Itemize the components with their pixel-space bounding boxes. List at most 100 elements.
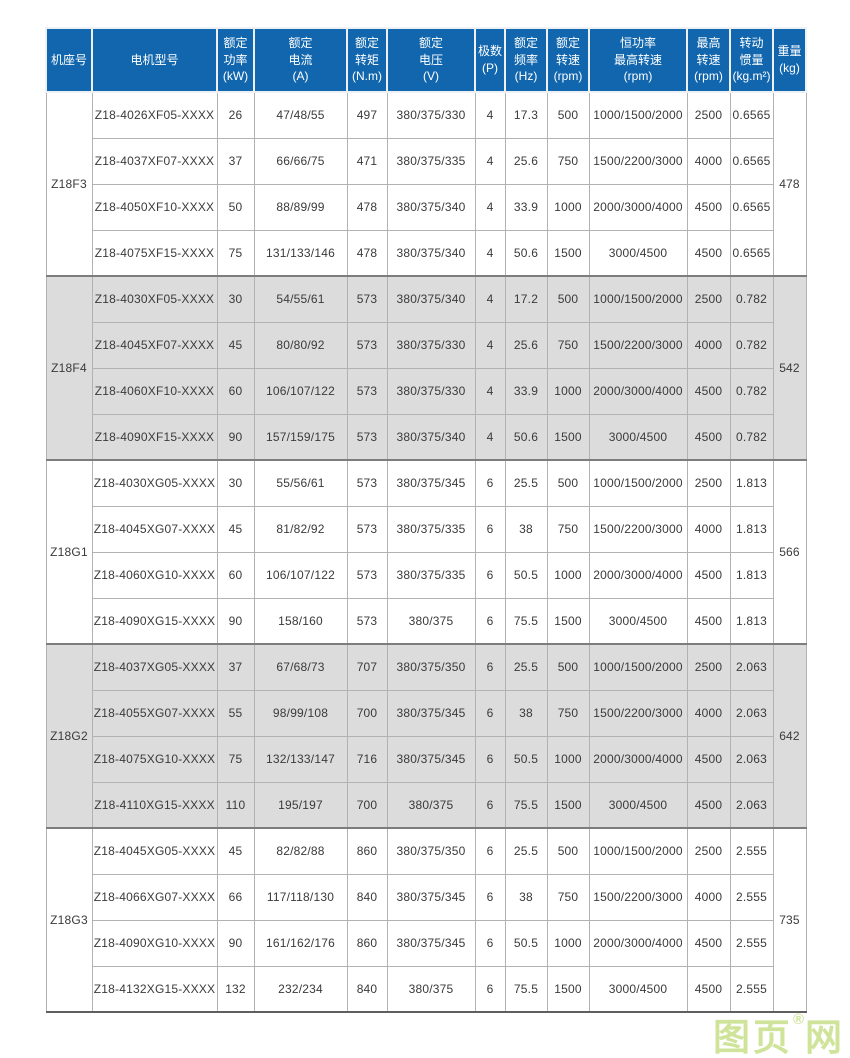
weight-cell: 478: [772, 91, 807, 277]
cell: 573: [346, 275, 388, 323]
cell: 2.063: [729, 781, 774, 829]
table-row: Z18-4045XF07-XXXX 45 80/80/92 573 380/37…: [46, 321, 806, 369]
model-cell: Z18-4075XG10-XXXX: [91, 735, 218, 783]
cell: 1.813: [729, 505, 774, 553]
cell: 37: [216, 643, 255, 691]
cell: 2.063: [729, 735, 774, 783]
cell: 54/55/61: [253, 275, 348, 323]
cell: 26: [216, 91, 255, 139]
cell: 4500: [686, 367, 731, 415]
cell: 4: [474, 275, 506, 323]
table-row: Z18-4037XF07-XXXX 37 66/66/75 471 380/37…: [46, 137, 806, 185]
model-cell: Z18-4132XG15-XXXX: [91, 965, 218, 1013]
cell: 0.6565: [729, 91, 774, 139]
cell: 750: [546, 137, 590, 185]
cell: 50.5: [504, 551, 548, 599]
cell: 4500: [686, 551, 731, 599]
motor-spec-table-container: 机座号 电机型号 额定 功率 (kW) 额定 电流 (A) 额定 转矩 (N.m…: [45, 27, 807, 1013]
weight-cell: 735: [772, 827, 807, 1013]
cell: 0.782: [729, 367, 774, 415]
cell: 0.6565: [729, 183, 774, 231]
cell: 4: [474, 229, 506, 277]
cell: 80/80/92: [253, 321, 348, 369]
watermark-text-left: 图页: [712, 1017, 793, 1058]
cell: 17.3: [504, 91, 548, 139]
table-row: Z18G1 Z18-4030XG05-XXXX 30 55/56/61 573 …: [45, 459, 807, 645]
table-row: Z18-4075XF15-XXXX 75 131/133/146 478 380…: [46, 229, 806, 277]
cell: 6: [474, 597, 506, 645]
cell: 750: [546, 873, 590, 921]
cell: 110: [216, 781, 255, 829]
frame-cell: Z18G2: [45, 643, 93, 829]
cell: 195/197: [253, 781, 348, 829]
cell: 1000: [546, 919, 590, 967]
frame-cell: Z18G3: [45, 827, 93, 1013]
motor-spec-table: 机座号 电机型号 额定 功率 (kW) 额定 电流 (A) 额定 转矩 (N.m…: [45, 27, 807, 1013]
model-cell: Z18-4037XG05-XXXX: [91, 643, 218, 691]
cell: 75: [216, 735, 255, 783]
cell: 75.5: [504, 597, 548, 645]
model-cell: Z18-4030XF05-XXXX: [91, 275, 218, 323]
cell: 750: [546, 689, 590, 737]
cell: 4500: [686, 183, 731, 231]
cell: 88/89/99: [253, 183, 348, 231]
table-row: Z18G3 Z18-4045XG05-XXXX 45 82/82/88 860 …: [45, 827, 807, 1013]
frame-cell: Z18F4: [45, 275, 93, 461]
cell: 4: [474, 137, 506, 185]
cell: 2000/3000/4000: [588, 183, 688, 231]
cell: 25.6: [504, 137, 548, 185]
cell: 2500: [686, 827, 731, 875]
cell: 1500/2200/3000: [588, 505, 688, 553]
model-cell: Z18-4045XF07-XXXX: [91, 321, 218, 369]
cell: 4500: [686, 413, 731, 461]
registered-trademark-icon: ®: [792, 1011, 804, 1028]
col-header-rated-frequency: 额定 频率 (Hz): [504, 27, 548, 93]
col-header-model: 电机型号: [91, 27, 218, 93]
cell: 4500: [686, 735, 731, 783]
cell: 2.555: [729, 965, 774, 1013]
cell: 0.6565: [729, 137, 774, 185]
cell: 471: [346, 137, 388, 185]
cell: 380/375/345: [386, 873, 476, 921]
cell: 3000/4500: [588, 597, 688, 645]
cell: 1500: [546, 965, 590, 1013]
cell: 4500: [686, 597, 731, 645]
cell: 4000: [686, 137, 731, 185]
cell: 3000/4500: [588, 781, 688, 829]
table-row: Z18-4066XG07-XXXX 66 117/118/130 840 380…: [46, 873, 806, 921]
cell: 0.782: [729, 413, 774, 461]
cell: 1500/2200/3000: [588, 137, 688, 185]
col-header-frame: 机座号: [45, 27, 93, 93]
cell: 500: [546, 643, 590, 691]
cell: 500: [546, 827, 590, 875]
cell: 3000/4500: [588, 413, 688, 461]
cell: 50.6: [504, 413, 548, 461]
cell: 75.5: [504, 781, 548, 829]
cell: 25.5: [504, 827, 548, 875]
cell: 380/375/330: [386, 321, 476, 369]
cell: 6: [474, 643, 506, 691]
cell: 157/159/175: [253, 413, 348, 461]
col-header-rated-power: 额定 功率 (kW): [216, 27, 255, 93]
cell: 4500: [686, 229, 731, 277]
cell: 573: [346, 367, 388, 415]
col-header-weight: 重量 (kg): [772, 27, 807, 93]
cell: 0.782: [729, 275, 774, 323]
cell: 750: [546, 321, 590, 369]
cell: 50.6: [504, 229, 548, 277]
cell: 1000/1500/2000: [588, 91, 688, 139]
cell: 55: [216, 689, 255, 737]
cell: 380/375/340: [386, 183, 476, 231]
table-row: Z18-4050XF10-XXXX 50 88/89/99 478 380/37…: [46, 183, 806, 231]
cell: 1500/2200/3000: [588, 873, 688, 921]
table-row: Z18G2 Z18-4037XG05-XXXX 37 67/68/73 707 …: [45, 643, 807, 829]
model-cell: Z18-4037XF07-XXXX: [91, 137, 218, 185]
cell: 380/375/340: [386, 229, 476, 277]
table-row: Z18-4090XG15-XXXX 90 158/160 573 380/375…: [46, 597, 806, 645]
model-cell: Z18-4075XF15-XXXX: [91, 229, 218, 277]
cell: 500: [546, 459, 590, 507]
cell: 700: [346, 689, 388, 737]
cell: 1500: [546, 597, 590, 645]
cell: 17.2: [504, 275, 548, 323]
cell: 1000: [546, 183, 590, 231]
